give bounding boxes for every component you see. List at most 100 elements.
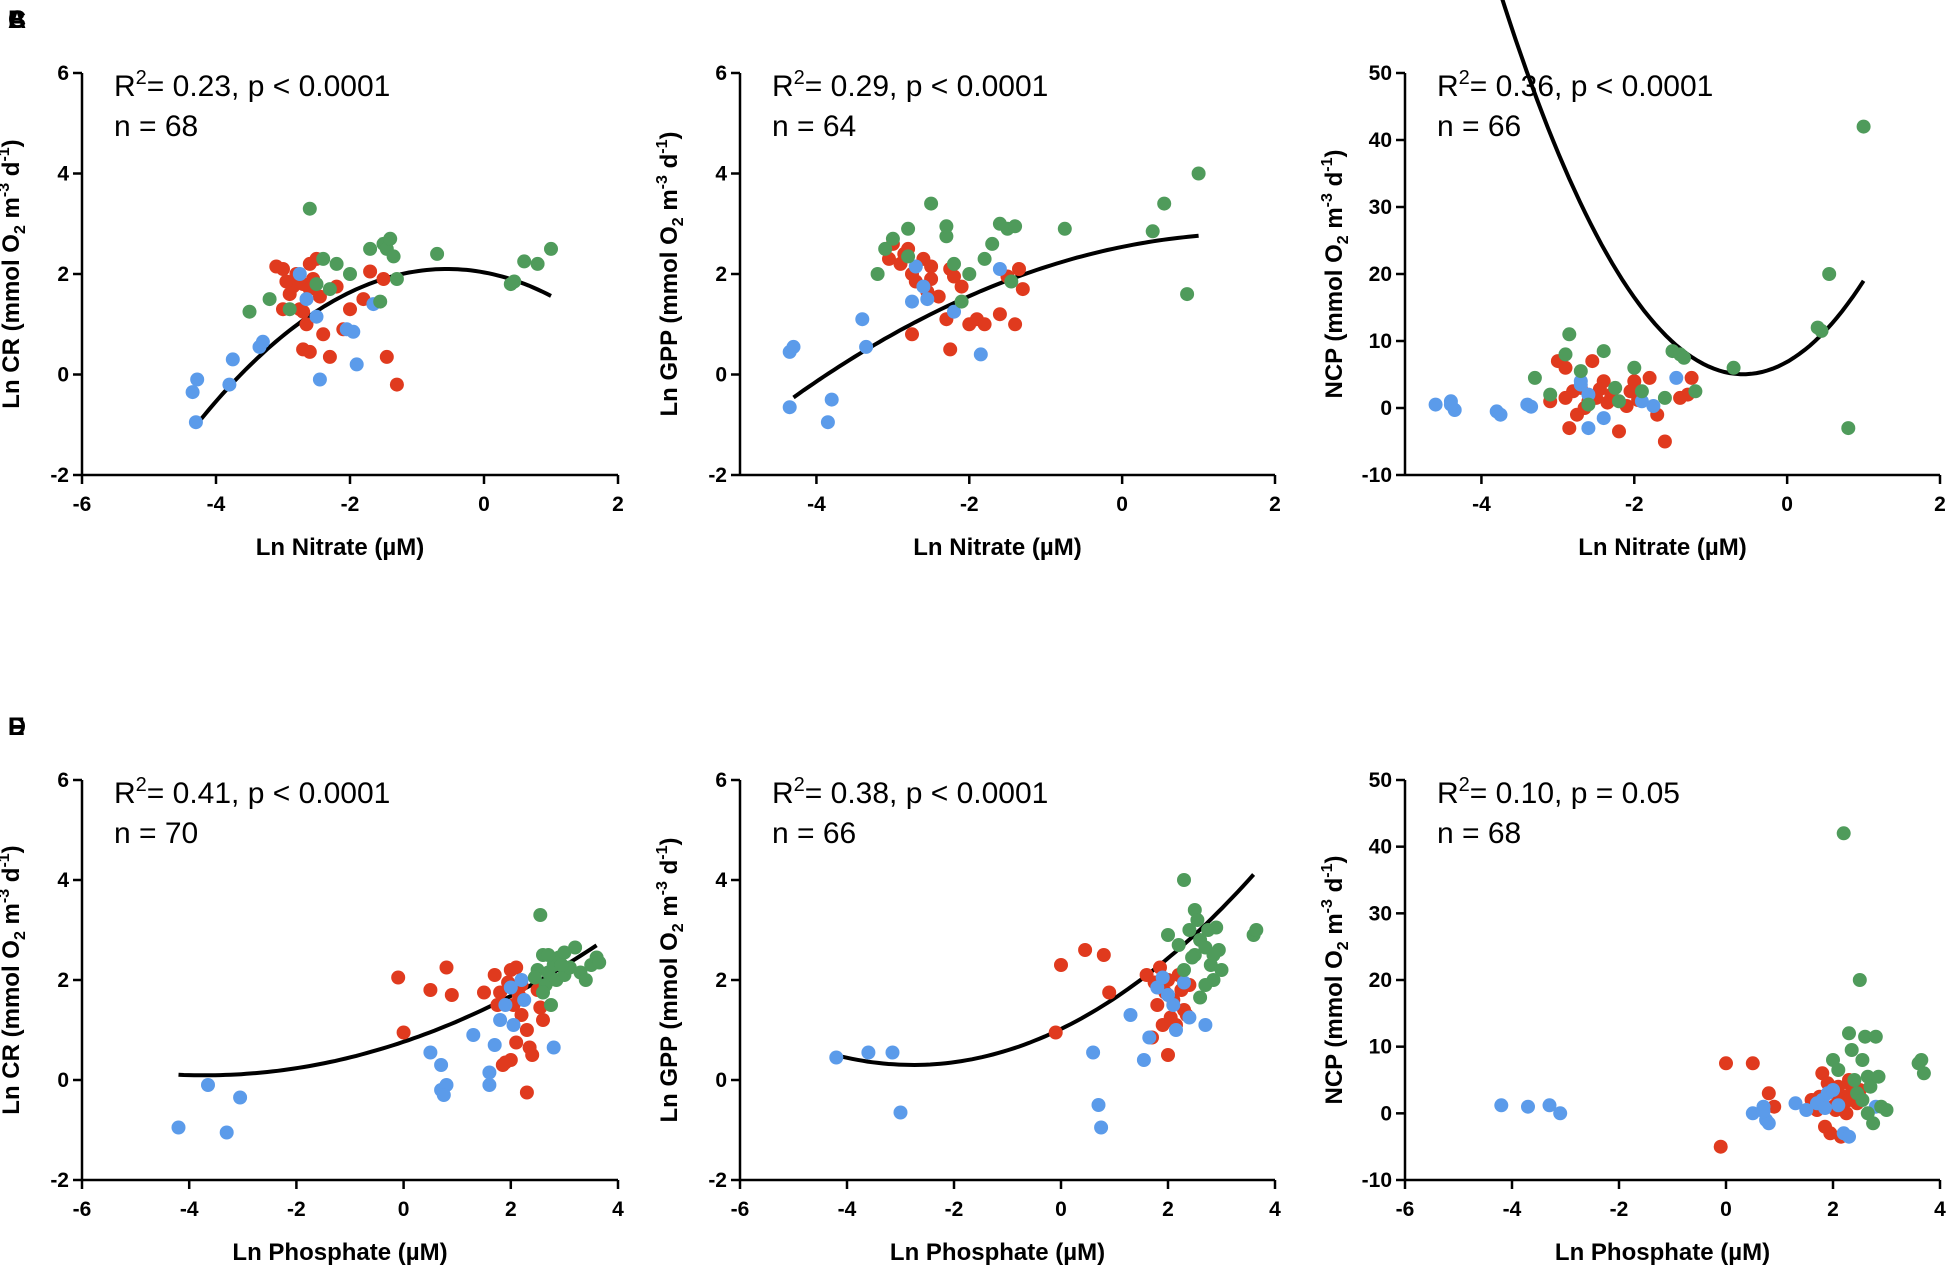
y-title-superscript: -3	[654, 881, 671, 895]
red-data-point	[522, 1040, 537, 1055]
x-tick-label: -6	[731, 1198, 750, 1221]
green-data-point	[343, 267, 357, 281]
blue-data-point	[1524, 399, 1539, 414]
blue-data-point	[1161, 988, 1175, 1002]
y-axis-title: Ln CR (mmol O2 m-3 d-1)	[0, 139, 29, 408]
stat-superscript: 2	[1459, 67, 1470, 89]
green-data-point	[1171, 938, 1186, 952]
y-tick-label: 2	[57, 263, 69, 286]
y-title-superscript: -3	[0, 889, 13, 903]
red-data-point	[1713, 1139, 1728, 1154]
blue-data-point	[514, 973, 529, 987]
green-data-point	[1871, 1069, 1886, 1084]
red-data-point	[389, 377, 404, 392]
x-tick-label: 0	[1116, 493, 1128, 516]
y-tick-label: 0	[1380, 397, 1392, 420]
y-tick-label: 2	[57, 969, 69, 992]
y-tick-label: 40	[1369, 836, 1392, 859]
y-tick-label: -10	[1362, 464, 1392, 487]
green-data-point	[1879, 1103, 1894, 1117]
red-data-point	[1054, 958, 1068, 972]
x-tick-label: -4	[838, 1198, 857, 1221]
green-data-point	[1855, 1053, 1870, 1067]
blue-data-point	[916, 279, 931, 294]
stat-r: R	[772, 777, 794, 810]
stat-annotation: R2= 0.29, p < 0.0001	[772, 67, 1048, 103]
blue-data-point	[1123, 1008, 1138, 1022]
y-tick-label: -2	[708, 1169, 727, 1192]
x-tick-label: -2	[1610, 1198, 1629, 1221]
stat-annotation: R2= 0.36, p < 0.0001	[1437, 67, 1713, 103]
y-tick-label: 30	[1369, 196, 1392, 219]
red-data-point	[519, 1023, 534, 1037]
y-title-unit-m: m	[0, 903, 25, 931]
green-data-point	[1185, 950, 1200, 965]
y-title-superscript: -1	[654, 845, 671, 859]
green-data-point	[1677, 350, 1691, 365]
stat-superscript: 2	[136, 774, 147, 796]
red-data-point	[1657, 434, 1672, 449]
x-tick-label: 4	[1934, 1198, 1946, 1221]
red-data-point	[493, 985, 508, 1000]
y-title-superscript: -1	[1319, 157, 1336, 171]
green-data-point	[1612, 394, 1626, 409]
green-data-point	[1657, 390, 1672, 405]
y-tick-label: 50	[1369, 769, 1392, 792]
blue-data-point	[1182, 1010, 1197, 1025]
red-data-point	[503, 1053, 518, 1067]
red-data-point	[514, 1008, 529, 1022]
blue-data-point	[782, 400, 797, 415]
y-tick-label: 6	[57, 62, 69, 85]
blue-data-point	[1091, 1098, 1106, 1112]
red-data-point	[376, 272, 391, 286]
green-data-point	[373, 294, 388, 309]
green-data-point	[517, 254, 532, 269]
y-tick-label: 0	[1380, 1102, 1392, 1125]
green-data-point	[554, 958, 569, 972]
x-axis-title: Ln Phosphate (µM)	[890, 1239, 1105, 1266]
y-title-superscript: -3	[1319, 899, 1336, 913]
green-data-point	[1608, 380, 1623, 395]
stat-values: = 0.36, p < 0.0001	[1470, 70, 1714, 103]
red-data-point	[1078, 943, 1093, 957]
y-title-superscript: -1	[0, 853, 13, 867]
red-data-point	[322, 349, 337, 364]
stat-values: = 0.23, p < 0.0001	[147, 70, 391, 103]
y-title-superscript: -1	[654, 139, 671, 153]
x-tick-label: 0	[1055, 1198, 1067, 1221]
stat-superscript: 2	[136, 67, 147, 89]
regression-curve	[1500, 0, 1866, 377]
x-tick-label: -6	[73, 1198, 92, 1221]
green-data-point	[1916, 1066, 1931, 1081]
n-annotation: n = 66	[772, 817, 856, 850]
panel-letter-e: E	[8, 713, 25, 741]
blue-data-point	[1573, 374, 1588, 389]
green-data-point	[1860, 1106, 1875, 1121]
y-tick-label: 4	[57, 869, 69, 892]
green-data-point	[1562, 327, 1577, 342]
blue-data-point	[222, 377, 237, 392]
y-title-subscript: 2	[12, 225, 29, 234]
blue-data-point	[255, 334, 270, 349]
red-data-point	[279, 274, 294, 289]
y-axis-title: NCP (mmol O2 m-3 d-1)	[1319, 150, 1352, 399]
blue-data-point	[1428, 397, 1443, 412]
n-annotation: n = 70	[114, 817, 198, 850]
y-tick-label: -2	[708, 464, 727, 487]
green-data-point	[1914, 1053, 1929, 1067]
y-title-unit-d: d	[1321, 172, 1348, 193]
y-title-unit-d: d	[656, 154, 683, 175]
blue-data-point	[233, 1090, 248, 1105]
green-data-point	[527, 970, 542, 985]
blue-data-point	[1493, 407, 1508, 422]
red-data-point	[905, 327, 919, 342]
blue-data-point	[992, 262, 1007, 276]
green-data-point	[530, 256, 545, 271]
panel-d: D -2 0 2 4 6 -6 -4 -2 0 2 4 Ln Phosphate (µM) Ln CR (…	[0, 713, 624, 1266]
red-data-point	[439, 960, 454, 975]
green-data-point	[1198, 978, 1213, 992]
green-data-point	[322, 282, 337, 297]
x-tick-label: 0	[398, 1198, 410, 1221]
blue-data-point	[1553, 1106, 1568, 1121]
green-data-point	[383, 231, 398, 246]
